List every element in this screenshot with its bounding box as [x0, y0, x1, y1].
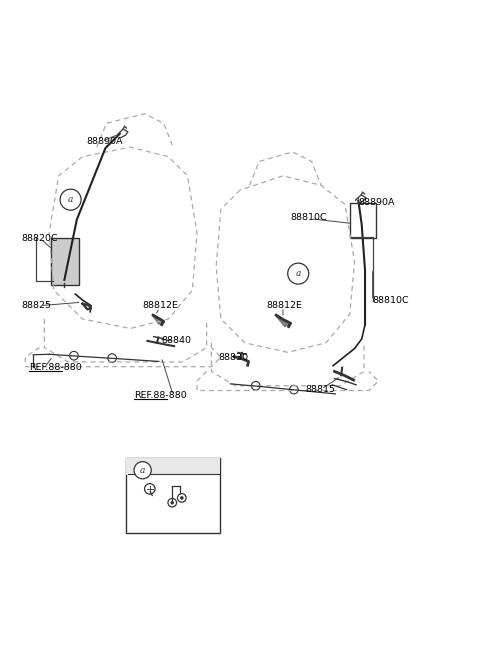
Text: a: a: [68, 195, 73, 204]
Circle shape: [171, 501, 174, 504]
Circle shape: [180, 497, 183, 499]
Circle shape: [134, 462, 151, 479]
Text: 88890A: 88890A: [86, 137, 123, 146]
Text: 88810C: 88810C: [290, 213, 327, 222]
FancyBboxPatch shape: [126, 459, 220, 476]
FancyBboxPatch shape: [51, 238, 79, 284]
Text: 88878: 88878: [141, 486, 171, 495]
Text: 88840: 88840: [161, 336, 191, 346]
Text: REF.88-880: REF.88-880: [29, 363, 82, 372]
Polygon shape: [152, 315, 165, 324]
Text: REF.88-880: REF.88-880: [134, 391, 187, 400]
Text: a: a: [296, 269, 301, 278]
Circle shape: [60, 189, 81, 210]
Text: 88820C: 88820C: [22, 235, 58, 243]
Text: 88890A: 88890A: [359, 198, 395, 206]
Text: 88877: 88877: [185, 501, 215, 510]
Text: 88812E: 88812E: [266, 301, 302, 310]
Text: 88830: 88830: [218, 353, 249, 361]
Polygon shape: [83, 304, 91, 309]
Text: a: a: [140, 466, 145, 475]
Text: 88825: 88825: [22, 301, 51, 310]
Circle shape: [288, 263, 309, 284]
Text: 88812E: 88812E: [142, 301, 178, 310]
FancyBboxPatch shape: [126, 459, 220, 533]
Text: 88810C: 88810C: [372, 296, 409, 306]
Text: 88815: 88815: [306, 384, 336, 394]
Polygon shape: [276, 315, 291, 327]
